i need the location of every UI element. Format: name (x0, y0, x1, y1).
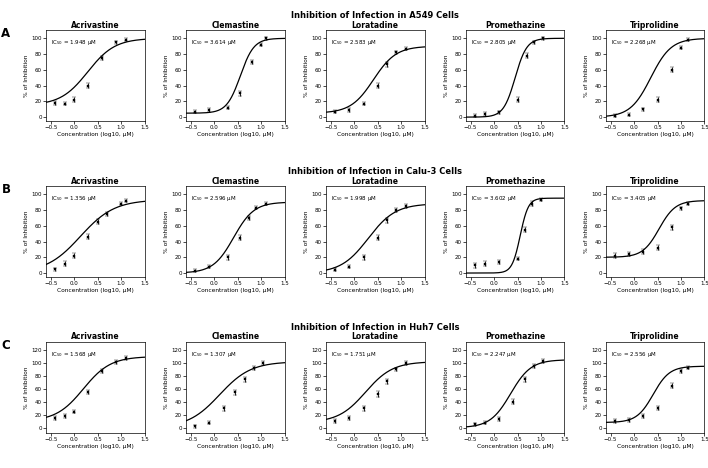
Y-axis label: % of Inhibition: % of Inhibition (24, 55, 29, 97)
Text: IC$_{50}$ = 2.805 μM: IC$_{50}$ = 2.805 μM (471, 37, 517, 47)
Text: IC$_{50}$ = 3.405 μM: IC$_{50}$ = 3.405 μM (611, 194, 656, 203)
Text: IC$_{50}$ = 2.247 μM: IC$_{50}$ = 2.247 μM (471, 350, 516, 358)
X-axis label: Concentration (log10, μM): Concentration (log10, μM) (57, 288, 134, 293)
Y-axis label: % of Inhibition: % of Inhibition (164, 366, 169, 409)
Text: Inhibition of Infection in Calu-3 Cells: Inhibition of Infection in Calu-3 Cells (288, 167, 462, 176)
Y-axis label: % of Inhibition: % of Inhibition (164, 55, 169, 97)
Y-axis label: % of Inhibition: % of Inhibition (444, 366, 449, 409)
Title: Promethazine: Promethazine (485, 176, 545, 185)
X-axis label: Concentration (log10, μM): Concentration (log10, μM) (617, 132, 694, 137)
Text: C: C (1, 338, 10, 351)
X-axis label: Concentration (log10, μM): Concentration (log10, μM) (617, 444, 694, 449)
Text: IC$_{50}$ = 1.307 μM: IC$_{50}$ = 1.307 μM (191, 350, 236, 358)
X-axis label: Concentration (log10, μM): Concentration (log10, μM) (197, 444, 274, 449)
Text: IC$_{50}$ = 1.751 μM: IC$_{50}$ = 1.751 μM (331, 350, 377, 358)
Text: IC$_{50}$ = 2.583 μM: IC$_{50}$ = 2.583 μM (331, 37, 377, 47)
Y-axis label: % of Inhibition: % of Inhibition (24, 211, 29, 253)
Y-axis label: % of Inhibition: % of Inhibition (304, 366, 309, 409)
Y-axis label: % of Inhibition: % of Inhibition (444, 55, 449, 97)
Text: IC$_{50}$ = 1.948 μM: IC$_{50}$ = 1.948 μM (51, 37, 97, 47)
Y-axis label: % of Inhibition: % of Inhibition (584, 55, 589, 97)
Text: IC$_{50}$ = 2.268 μM: IC$_{50}$ = 2.268 μM (611, 37, 656, 47)
Title: Promethazine: Promethazine (485, 332, 545, 342)
X-axis label: Concentration (log10, μM): Concentration (log10, μM) (337, 132, 413, 137)
X-axis label: Concentration (log10, μM): Concentration (log10, μM) (476, 444, 554, 449)
Title: Clemastine: Clemastine (211, 21, 259, 29)
Title: Loratadine: Loratadine (352, 332, 399, 342)
X-axis label: Concentration (log10, μM): Concentration (log10, μM) (617, 288, 694, 293)
Text: Inhibition of Infection in A549 Cells: Inhibition of Infection in A549 Cells (291, 11, 459, 20)
Text: A: A (1, 27, 11, 40)
Y-axis label: % of Inhibition: % of Inhibition (584, 366, 589, 409)
Title: Triprolidine: Triprolidine (630, 21, 680, 29)
Text: IC$_{50}$ = 3.614 μM: IC$_{50}$ = 3.614 μM (191, 37, 236, 47)
Text: IC$_{50}$ = 1.356 μM: IC$_{50}$ = 1.356 μM (51, 194, 97, 203)
Y-axis label: % of Inhibition: % of Inhibition (304, 211, 309, 253)
Y-axis label: % of Inhibition: % of Inhibition (304, 55, 309, 97)
Title: Acrivastine: Acrivastine (71, 176, 120, 185)
Y-axis label: % of Inhibition: % of Inhibition (164, 211, 169, 253)
X-axis label: Concentration (log10, μM): Concentration (log10, μM) (337, 288, 413, 293)
Y-axis label: % of Inhibition: % of Inhibition (444, 211, 449, 253)
Text: IC$_{50}$ = 1.998 μM: IC$_{50}$ = 1.998 μM (331, 194, 377, 203)
Title: Triprolidine: Triprolidine (630, 176, 680, 185)
X-axis label: Concentration (log10, μM): Concentration (log10, μM) (197, 288, 274, 293)
Text: IC$_{50}$ = 3.602 μM: IC$_{50}$ = 3.602 μM (471, 194, 517, 203)
X-axis label: Concentration (log10, μM): Concentration (log10, μM) (337, 444, 413, 449)
Title: Acrivastine: Acrivastine (71, 21, 120, 29)
Title: Loratadine: Loratadine (352, 21, 399, 29)
Title: Loratadine: Loratadine (352, 176, 399, 185)
Text: IC$_{50}$ = 1.568 μM: IC$_{50}$ = 1.568 μM (51, 350, 97, 358)
X-axis label: Concentration (log10, μM): Concentration (log10, μM) (476, 132, 554, 137)
X-axis label: Concentration (log10, μM): Concentration (log10, μM) (197, 132, 274, 137)
X-axis label: Concentration (log10, μM): Concentration (log10, μM) (57, 444, 134, 449)
Text: IC$_{50}$ = 2.556 μM: IC$_{50}$ = 2.556 μM (611, 350, 656, 358)
Text: B: B (1, 183, 11, 196)
Title: Clemastine: Clemastine (211, 332, 259, 342)
Y-axis label: % of Inhibition: % of Inhibition (584, 211, 589, 253)
Title: Acrivastine: Acrivastine (71, 332, 120, 342)
Y-axis label: % of Inhibition: % of Inhibition (24, 366, 29, 409)
Title: Clemastine: Clemastine (211, 176, 259, 185)
X-axis label: Concentration (log10, μM): Concentration (log10, μM) (476, 288, 554, 293)
Title: Triprolidine: Triprolidine (630, 332, 680, 342)
Text: Inhibition of Infection in Huh7 Cells: Inhibition of Infection in Huh7 Cells (291, 323, 459, 332)
Text: IC$_{50}$ = 2.596 μM: IC$_{50}$ = 2.596 μM (191, 194, 236, 203)
X-axis label: Concentration (log10, μM): Concentration (log10, μM) (57, 132, 134, 137)
Title: Promethazine: Promethazine (485, 21, 545, 29)
